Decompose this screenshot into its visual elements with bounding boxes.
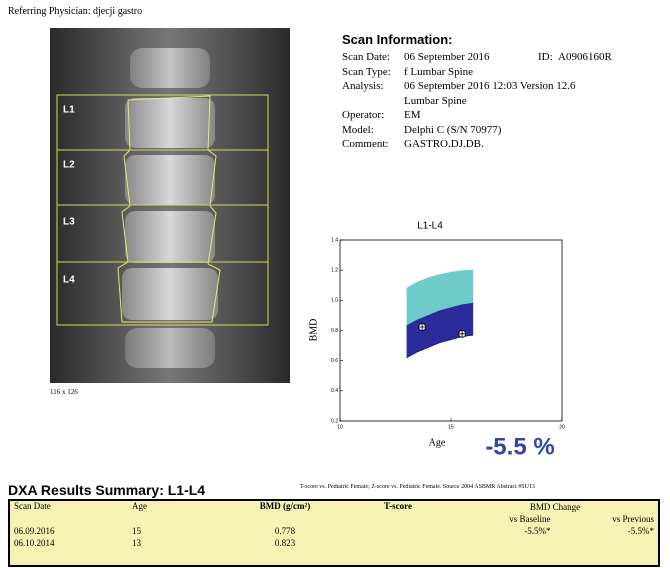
- table-cell: 0.823: [226, 537, 344, 549]
- summary-note: T-score vs. Pediatric Female; Z-score vs…: [300, 484, 645, 498]
- summary-title: DXA Results Summary: L1-L4: [8, 482, 205, 498]
- x-tick-label: 20: [559, 424, 565, 430]
- info-label: Model:: [342, 124, 374, 136]
- table-cell: 15: [128, 525, 226, 537]
- info-value: EM: [404, 109, 421, 121]
- table-cell: [554, 537, 658, 549]
- y-tick-label: 1.2: [331, 267, 338, 273]
- info-value: 06 September 2016: [404, 51, 490, 63]
- measurement-point: [459, 330, 466, 337]
- table-cell: 13: [128, 537, 226, 549]
- column-header: Age: [128, 501, 226, 525]
- column-header: vs Previous: [554, 513, 658, 525]
- id-label: ID:: [538, 51, 553, 63]
- info-label: Scan Type:: [342, 66, 391, 78]
- scan-image: L1 L2 L3 L4: [50, 28, 292, 388]
- column-header: BMD Change: [452, 501, 658, 513]
- info-value: f Lumbar Spine: [404, 66, 473, 78]
- info-value: Delphi C (S/N 70977): [404, 124, 501, 136]
- table-cell: 06.10.2014: [10, 537, 128, 549]
- y-tick-label: 0.6: [331, 358, 338, 364]
- info-label: Comment:: [342, 138, 388, 150]
- measurement-point: [419, 324, 426, 331]
- chart: L1-L4 Age BMD -5.5 % 0.20.40.60.81.01.21…: [300, 215, 580, 460]
- referring-physician: Referring Physician: djecji gastro: [8, 6, 142, 17]
- y-axis-label: BMD: [308, 319, 319, 342]
- table-cell: -5.5%*: [452, 525, 554, 537]
- column-header: Scan Date: [10, 501, 128, 525]
- table-cell: [344, 525, 452, 537]
- info-value: Lumbar Spine: [404, 95, 467, 107]
- table-cell: 06.09.2016: [10, 525, 128, 537]
- chart-title: L1-L4: [417, 221, 443, 232]
- x-tick-label: 15: [448, 424, 454, 430]
- y-tick-label: 0.4: [331, 388, 338, 394]
- vertebra-label: L2: [63, 160, 75, 171]
- column-header: BMD (g/cm²): [226, 501, 344, 525]
- y-tick-label: 0.8: [331, 328, 338, 334]
- x-tick-label: 10: [337, 424, 343, 430]
- info-label: Scan Date:: [342, 51, 390, 63]
- vertebra-label: L1: [63, 105, 75, 116]
- info-label: Operator:: [342, 109, 384, 121]
- x-axis-label: Age: [429, 437, 446, 448]
- column-header: vs Baseline: [452, 513, 554, 525]
- id-value: A0906160R: [558, 51, 612, 63]
- info-value: GASTRO.DJ.DB.: [404, 138, 484, 150]
- y-tick-label: 1.0: [331, 298, 338, 304]
- vertebra-label: L4: [63, 275, 75, 286]
- image-size: 116 x 126: [50, 388, 78, 396]
- scan-info-title: Scan Information:: [342, 32, 453, 47]
- table-cell: [452, 537, 554, 549]
- page: Referring Physician: djecji gastro L1L2L…: [0, 0, 670, 568]
- change-label: -5.5 %: [485, 433, 554, 460]
- table-cell: 0.778: [226, 525, 344, 537]
- info-value: 06 September 2016 12:03 Version 12.6: [404, 80, 576, 92]
- column-header: T-score: [344, 501, 452, 525]
- y-tick-label: 1.4: [331, 237, 338, 243]
- table-cell: -5.5%*: [554, 525, 658, 537]
- vertebra-label: L3: [63, 217, 75, 228]
- table-cell: [344, 537, 452, 549]
- info-label: Analysis:: [342, 80, 384, 92]
